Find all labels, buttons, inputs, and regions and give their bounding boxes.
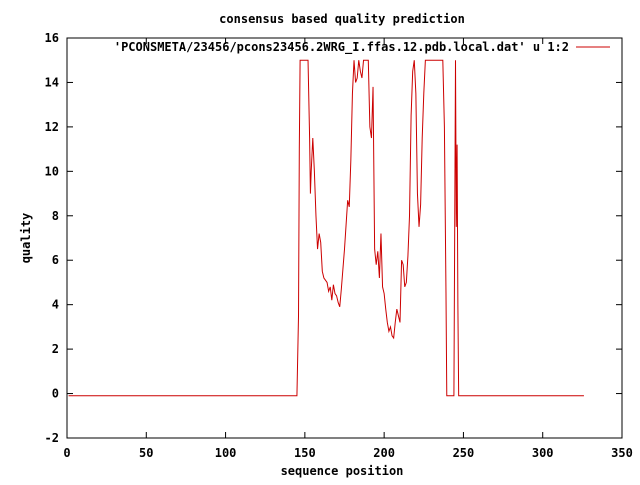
y-tick-label: 2 [52, 342, 59, 356]
y-tick-label: 10 [45, 164, 59, 178]
chart-title: consensus based quality prediction [219, 12, 465, 26]
x-tick-label: 50 [139, 446, 153, 460]
y-tick-label: 0 [52, 387, 59, 401]
y-tick-label: 8 [52, 209, 59, 223]
x-tick-label: 350 [611, 446, 633, 460]
y-tick-label: 12 [45, 120, 59, 134]
series-layer [68, 59, 584, 397]
x-axis: 0 50 100 150 200 250 300 350 [63, 38, 633, 460]
plot-frame [66, 37, 623, 439]
x-tick-label: 200 [373, 446, 395, 460]
y-tick-label: 6 [52, 253, 59, 267]
x-tick-label: 150 [294, 446, 316, 460]
y-tick-label: 14 [45, 75, 59, 89]
y-tick-label: 16 [45, 31, 59, 45]
legend: 'PCONSMETA/23456/pcons23456.2WRG_I.ffas.… [114, 40, 610, 55]
y-axis-label: quality [19, 213, 33, 264]
legend-label: 'PCONSMETA/23456/pcons23456.2WRG_I.ffas.… [114, 40, 569, 55]
x-tick-label: 300 [532, 446, 554, 460]
y-tick-label: 4 [52, 298, 59, 312]
x-tick-label: 0 [63, 446, 70, 460]
x-axis-label: sequence position [281, 464, 404, 478]
y-tick-label: -2 [45, 431, 59, 445]
x-tick-label: 250 [453, 446, 475, 460]
x-tick-label: 100 [215, 446, 237, 460]
y-axis: -2 0 2 4 6 8 10 12 14 16 [45, 31, 622, 445]
series-line [68, 59, 584, 397]
